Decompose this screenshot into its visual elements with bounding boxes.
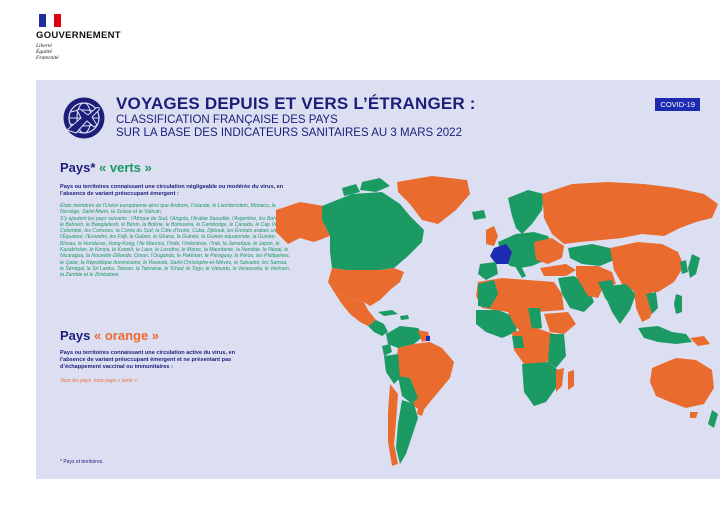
scandinavia: [508, 190, 544, 234]
italy: [514, 260, 526, 278]
morocco-mauritania: [478, 280, 498, 308]
kazakhstan: [568, 244, 614, 266]
india: [606, 284, 636, 324]
colombia-venezuela: [386, 326, 424, 348]
subtitle-line-1: CLASSIFICATION FRANÇAISE DES PAYS: [116, 114, 338, 126]
mozambique-madagascar: [556, 368, 564, 392]
france: [490, 244, 512, 264]
new-zealand: [708, 410, 718, 428]
papua: [690, 336, 710, 346]
balkans-ukraine: [534, 238, 564, 264]
green-list-intro: États membres de l’Union européenne ains…: [60, 203, 276, 216]
canada-arctic-islands-2: [342, 184, 360, 196]
chile: [388, 384, 398, 466]
green-description: Pays ou territoires connaissant une circ…: [60, 184, 284, 197]
orange-description: Pays ou territoires connaissant une circ…: [60, 350, 236, 370]
canada-arctic-islands: [360, 178, 390, 192]
green-country-list: États membres de l’Union européenne ains…: [60, 203, 292, 279]
plane-globe-icon: [63, 97, 105, 139]
green-title-prefix: Pays*: [60, 160, 96, 175]
cuba: [378, 310, 398, 316]
indochina: [646, 292, 658, 314]
world-map: [276, 176, 718, 466]
iran: [576, 276, 604, 298]
government-logo: GOUVERNEMENT Liberté Égalité Fraternité: [36, 14, 146, 61]
footnote: * Pays et territoires.: [60, 459, 104, 465]
orange-title-accent: « orange »: [94, 328, 160, 343]
argentina: [396, 400, 418, 464]
russia: [542, 182, 718, 244]
alaska: [276, 202, 330, 244]
central-america: [368, 320, 388, 336]
motto: Liberté Égalité Fraternité: [36, 43, 146, 61]
info-panel: VOYAGES DEPUIS ET VERS L’ÉTRANGER : CLAS…: [36, 80, 720, 479]
southern-africa: [522, 362, 558, 406]
covid-badge: COVID-19: [655, 98, 700, 111]
uruguay: [417, 408, 424, 416]
subtitle-line-2: SUR LA BASE DES INDICATEURS SANITAIRES A…: [116, 127, 462, 139]
bolivia-paraguay: [398, 376, 418, 404]
green-section-title: Pays* « verts »: [60, 160, 152, 175]
east-africa: [548, 334, 566, 368]
usa: [328, 268, 404, 306]
chad: [528, 308, 542, 330]
west-africa: [476, 310, 518, 338]
greenland: [397, 176, 470, 224]
taiwan-philippines: [674, 294, 682, 314]
motto-egalite: Égalité: [36, 49, 52, 55]
north-africa: [476, 278, 564, 312]
page-subtitle: CLASSIFICATION FRANÇAISE DES PAYS SUR LA…: [116, 114, 462, 140]
central-africa: [512, 328, 556, 366]
peru: [384, 354, 400, 384]
motto-fraternite: Fraternité: [36, 55, 59, 61]
caribbean: [400, 315, 409, 320]
green-list-countries: S’y ajoutent les pays suivants : l’Afriq…: [60, 215, 291, 279]
china-mongolia: [610, 242, 684, 292]
indonesia: [638, 326, 692, 344]
australia: [650, 358, 714, 408]
orange-section-title: Pays « orange »: [60, 328, 159, 343]
uk-ireland: [486, 226, 498, 246]
iberia: [478, 262, 498, 280]
french-flag-icon: [39, 14, 61, 27]
page-title: VOYAGES DEPUIS ET VERS L’ÉTRANGER :: [116, 94, 476, 113]
french-guiana: [426, 336, 430, 341]
mexico: [334, 292, 376, 326]
canada: [322, 192, 424, 270]
madagascar: [568, 370, 574, 390]
tasmania: [690, 412, 698, 418]
japan: [688, 254, 700, 278]
gabon: [512, 336, 524, 348]
ecuador: [382, 344, 392, 356]
green-title-accent: « verts »: [99, 160, 152, 175]
government-label: GOUVERNEMENT: [36, 30, 121, 41]
horn-of-africa: [544, 312, 576, 334]
motto-liberte: Liberté: [36, 43, 52, 49]
korea: [680, 260, 688, 274]
orange-title-prefix: Pays: [60, 328, 91, 343]
iceland: [472, 210, 486, 220]
turkey: [540, 264, 576, 276]
orange-country-list: Tous les pays, hors pays « verts ».: [60, 378, 139, 384]
